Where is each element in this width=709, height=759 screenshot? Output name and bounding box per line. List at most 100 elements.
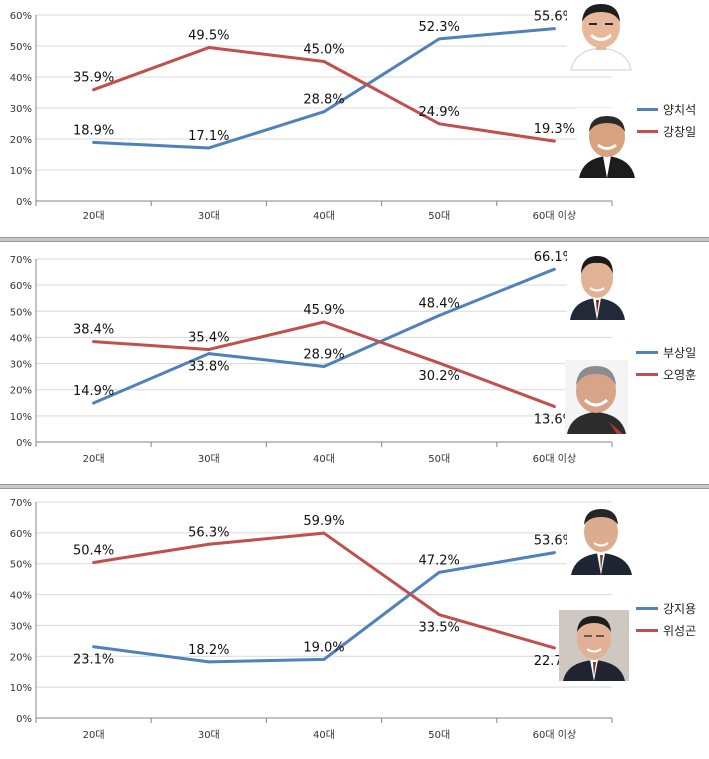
data-point [552, 551, 556, 555]
legend-item-series-1: 부상일 [636, 341, 696, 363]
person-icon [567, 503, 636, 575]
face [589, 117, 625, 157]
data-label: 50.4% [73, 543, 114, 558]
face [584, 512, 618, 552]
data-point [552, 646, 556, 650]
data-point [322, 320, 326, 324]
hair [581, 256, 613, 274]
y-tick-label: 40% [10, 591, 32, 602]
legend-swatch-red [636, 129, 658, 133]
x-tick-label: 40대 [313, 210, 335, 222]
y-tick-label: 0% [16, 197, 32, 208]
data-point [207, 660, 211, 664]
smile [597, 143, 617, 150]
y-tick-label: 40% [10, 333, 32, 344]
series-line-1 [93, 267, 555, 405]
data-label: 55.6% [534, 10, 575, 25]
data-point [437, 613, 441, 617]
legend-swatch-blue [636, 107, 658, 111]
data-label: 66.1% [534, 250, 575, 265]
legend-item-series-2: 강창일 [636, 120, 696, 142]
data-label: 45.0% [303, 43, 344, 58]
data-point [207, 352, 211, 356]
legend-label: 위성곤 [663, 623, 697, 638]
legend-1: 양치석 강창일 [636, 98, 696, 142]
hair [589, 116, 625, 132]
badge [609, 422, 623, 434]
smile [593, 542, 609, 547]
data-label: 52.3% [419, 20, 460, 35]
person-icon [559, 610, 629, 681]
tie [600, 555, 603, 571]
x-tick-label: 20대 [83, 210, 105, 222]
x-tick-label: 50대 [428, 729, 450, 741]
legend-item-series-1: 강지용 [636, 597, 696, 619]
candidate-photo-top [567, 0, 635, 71]
data-label: 33.5% [419, 621, 460, 636]
suit [567, 412, 626, 434]
data-point [322, 364, 326, 368]
data-point [437, 122, 441, 126]
data-label: 24.9% [419, 105, 460, 120]
data-point [552, 267, 556, 271]
legend-label: 강지용 [663, 601, 697, 616]
x-tick-label: 20대 [83, 453, 105, 465]
smile [589, 287, 605, 292]
x-tick-label: 20대 [83, 729, 105, 741]
y-tick-label: 30% [10, 104, 32, 115]
chart-panel-3: 0% 10% 20% 30% 40% 50% 60% 70% 20대 30대 40대 50대 60대 이… [0, 489, 709, 759]
legend-2: 부상일 오영훈 [636, 341, 696, 385]
data-label: 28.8% [303, 93, 344, 108]
y-tick-label: 10% [10, 683, 32, 694]
y-tick-label: 50% [10, 42, 32, 53]
data-label: 53.6% [534, 534, 575, 549]
smile [586, 648, 602, 653]
candidate-photo-bottom [559, 610, 629, 681]
y-tick-label: 20% [10, 135, 32, 146]
smile [583, 398, 609, 407]
data-point [552, 404, 556, 408]
data-point [552, 139, 556, 143]
legend-label: 강창일 [663, 124, 697, 139]
face [581, 258, 613, 298]
candidate-photo-bottom [565, 360, 628, 434]
x-tick-label: 30대 [198, 210, 220, 222]
data-label: 35.4% [188, 330, 229, 345]
data-label: 59.9% [303, 514, 344, 529]
legend-label: 부상일 [663, 345, 697, 360]
data-point [437, 313, 441, 317]
data-label: 13.6% [534, 412, 575, 427]
y-tick-label: 70% [10, 255, 32, 266]
data-label: 56.3% [188, 525, 229, 540]
series-line-2 [93, 320, 555, 408]
legend-swatch-blue [636, 350, 658, 354]
data-point [92, 401, 96, 405]
legend-3: 강지용 위성곤 [636, 597, 696, 641]
legend-swatch-red [636, 628, 658, 632]
y-tick-label: 50% [10, 560, 32, 571]
data-point [437, 37, 441, 41]
x-tick-label: 40대 [313, 453, 335, 465]
y-tick-label: 60% [10, 11, 32, 22]
chart-panel-2: 0% 10% 20% 30% 40% 50% 60% 70% 20대 30대 40대 50대 60대 이… [0, 242, 709, 484]
legend-item-series-2: 위성곤 [636, 619, 696, 641]
x-tick-label: 30대 [198, 729, 220, 741]
x-tick-label: 30대 [198, 453, 220, 465]
line-chart-3: 0% 10% 20% 30% 40% 50% 60% 70% 20대 30대 40대 50대 60대 이… [10, 498, 613, 741]
data-label: 17.1% [188, 129, 229, 144]
data-point [207, 542, 211, 546]
line-chart-2: 0% 10% 20% 30% 40% 50% 60% 70% 20대 30대 40대 50대 60대 이… [10, 250, 613, 465]
panel-divider [0, 484, 709, 489]
x-tick-label: 50대 [428, 453, 450, 465]
candidate-photo-top [567, 503, 636, 575]
y-tick-label: 0% [16, 438, 32, 449]
y-tick-label: 60% [10, 529, 32, 540]
data-label: 23.1% [73, 653, 114, 668]
y-tick-label: 0% [16, 714, 32, 725]
tie [593, 662, 596, 676]
data-point [437, 570, 441, 574]
data-point [92, 645, 96, 649]
data-point [322, 110, 326, 114]
data-point [207, 347, 211, 351]
y-tick-label: 40% [10, 73, 32, 84]
